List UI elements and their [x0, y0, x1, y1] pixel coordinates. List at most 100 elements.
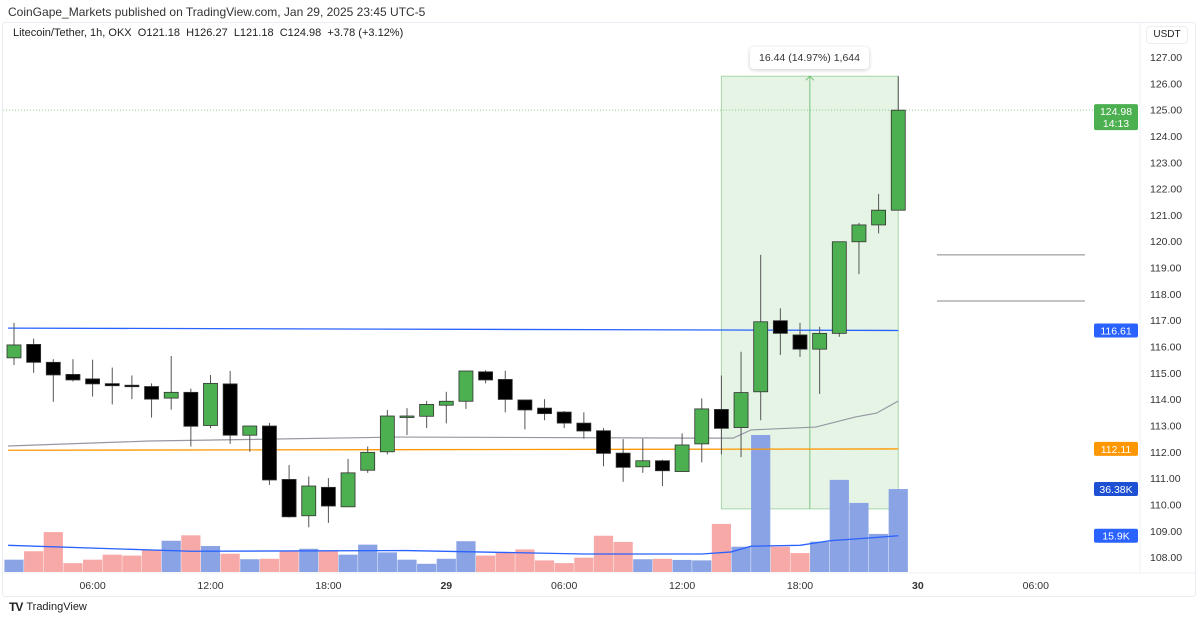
- volume-bar: [672, 559, 692, 572]
- legend-low: L121.18: [233, 27, 274, 39]
- price-tick-label: 116.00: [1150, 342, 1181, 354]
- volume-bar: [436, 558, 456, 572]
- candle-body: [144, 386, 159, 400]
- price-tick-label: 112.00: [1150, 447, 1181, 459]
- volume-ma-line: [8, 535, 899, 555]
- ma-orange-badge-text: 112.11: [1101, 444, 1132, 456]
- legend-close: C124.98: [279, 27, 322, 39]
- candle-body: [419, 404, 435, 417]
- price-tick-label: 109.00: [1150, 526, 1182, 538]
- volume-bar: [4, 559, 24, 572]
- last-price-badge-text: 14:13: [1103, 118, 1129, 130]
- candle-body: [222, 383, 238, 436]
- candle-body: [890, 109, 906, 211]
- candle-body: [831, 241, 847, 334]
- price-tick-label: 113.00: [1150, 420, 1181, 432]
- volume-bar: [534, 560, 555, 572]
- candle-body: [340, 472, 356, 508]
- volume-bar: [279, 551, 299, 572]
- candle-body: [262, 425, 277, 481]
- ma-orange-badge: [1094, 441, 1138, 456]
- volume-bar: [417, 563, 437, 572]
- candle-body: [399, 415, 415, 418]
- candle-body: [655, 460, 670, 472]
- last-price-badge: [1094, 104, 1138, 131]
- volume-bar: [751, 434, 771, 572]
- candle-body: [320, 486, 336, 507]
- volume-bar: [613, 541, 633, 572]
- volume-bar: [377, 552, 397, 572]
- volume-bar: [141, 549, 162, 572]
- volume-bar: [810, 541, 830, 572]
- legend-high: H126.27: [186, 27, 228, 39]
- candle-body: [674, 444, 690, 472]
- price-tick-label: 121.00: [1150, 210, 1182, 222]
- candle-body: [694, 408, 710, 445]
- volume-bar: [790, 553, 810, 572]
- volume-bar: [318, 551, 338, 572]
- volume-bar: [849, 502, 869, 572]
- price-tick-label: 127.00: [1150, 52, 1182, 64]
- candle-body: [6, 344, 22, 359]
- volume-bar: [200, 546, 221, 572]
- time-tick-label: 06:00: [79, 580, 105, 592]
- volume-bar: [770, 546, 790, 572]
- candle-body: [812, 332, 828, 350]
- volume-bar: [122, 555, 142, 572]
- candle-body: [537, 407, 552, 415]
- time-tick-label: 12:00: [669, 580, 695, 592]
- volume-bar: [515, 549, 535, 572]
- candle-body: [183, 391, 199, 427]
- volume-badge-text: 36.38K: [1099, 484, 1132, 496]
- price-tick-label: 110.00: [1150, 499, 1181, 511]
- volume-bar: [731, 546, 751, 572]
- symbol-name: Litecoin/Tether, 1h, OKX: [13, 27, 132, 39]
- candle-body: [124, 384, 140, 388]
- volume-bar: [711, 523, 731, 572]
- volume-bar: [102, 554, 122, 572]
- measure-label: 16.44 (14.97%) 1,644: [750, 47, 869, 69]
- candle-body: [753, 321, 769, 393]
- price-tick-label: 108.00: [1150, 552, 1182, 564]
- candle-body: [596, 430, 611, 454]
- candle-body: [772, 320, 788, 334]
- price-tick-label: 120.00: [1150, 236, 1182, 248]
- candle-body: [458, 370, 474, 402]
- volume-ma-badge-text: 15.9K: [1102, 531, 1129, 543]
- candle-body: [104, 383, 120, 387]
- time-tick-label: 29: [440, 580, 452, 592]
- price-tick-label: 119.00: [1150, 263, 1181, 275]
- volume-bar: [43, 532, 63, 572]
- volume-bar: [554, 563, 574, 572]
- footer-brand: TV TradingView: [9, 600, 87, 614]
- currency-button[interactable]: USDT: [1146, 26, 1188, 44]
- volume-bar: [692, 560, 712, 572]
- volume-bar: [829, 479, 849, 572]
- candle-body: [281, 479, 297, 518]
- time-tick-label: 30: [912, 580, 924, 592]
- volume-bar: [495, 551, 515, 572]
- time-tick-label: 06:00: [551, 580, 577, 592]
- volume-bar: [574, 557, 594, 572]
- time-tick-label: 18:00: [787, 580, 813, 592]
- volume-ma-badge: [1094, 528, 1138, 543]
- published-byline: CoinGape_Markets published on TradingVie…: [8, 5, 426, 19]
- price-tick-label: 117.00: [1150, 315, 1181, 327]
- ma-orange-line: [8, 448, 899, 451]
- volume-bar: [456, 541, 476, 572]
- price-tick-label: 125.00: [1150, 105, 1182, 117]
- chart-pane[interactable]: [2, 22, 1196, 597]
- last-price-badge-text: 124.98: [1100, 106, 1132, 118]
- candle-body: [360, 451, 376, 471]
- candle-body: [714, 409, 729, 429]
- ma-blue-badge: [1094, 323, 1138, 338]
- volume-badge: [1094, 482, 1138, 497]
- candle-body: [497, 379, 513, 400]
- legend-change: +3.78 (+3.12%): [327, 27, 404, 39]
- volume-bar: [652, 558, 673, 572]
- volume-bar: [397, 559, 417, 572]
- volume-bar: [24, 551, 44, 572]
- volume-bar: [83, 559, 103, 572]
- candle-body: [851, 224, 867, 243]
